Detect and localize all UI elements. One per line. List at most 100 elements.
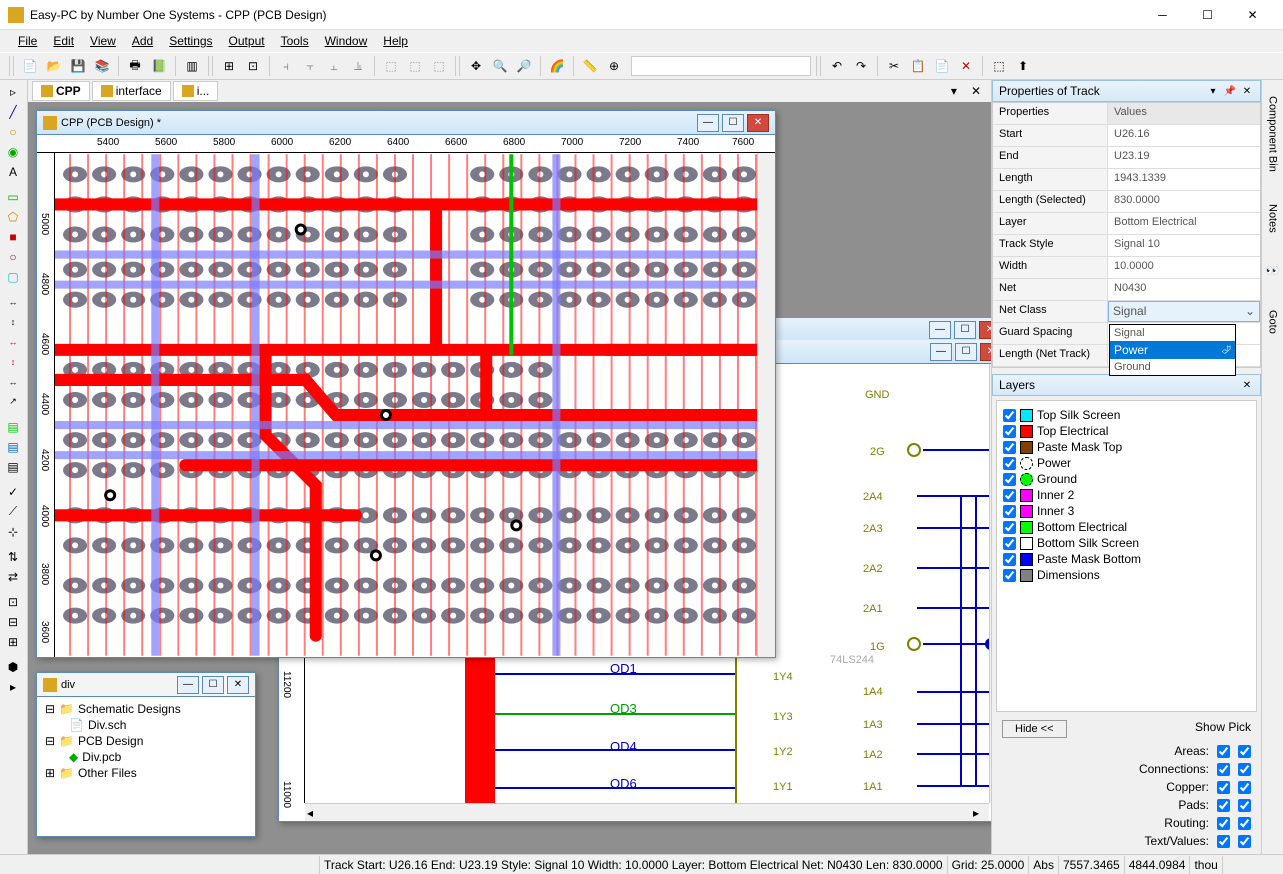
show-checkbox[interactable] (1217, 763, 1230, 776)
color-icon[interactable]: 🌈 (546, 55, 568, 77)
tool-comp-icon[interactable]: ⊡ (2, 592, 24, 611)
tool-select-icon[interactable]: ▹ (2, 82, 24, 101)
tool-drc-icon[interactable]: ✓ (2, 482, 24, 501)
schem-min-button2[interactable]: — (930, 343, 952, 361)
layer-item[interactable]: Top Silk Screen (1003, 407, 1250, 423)
pcb-close-button[interactable]: ✕ (747, 114, 769, 132)
prop-value[interactable]: Bottom Electrical (1108, 213, 1260, 234)
div-min-button[interactable]: — (177, 676, 199, 694)
sidetab-componentbin[interactable]: Component Bin (1265, 90, 1281, 178)
tool-dim5-icon[interactable]: ↔ (2, 372, 24, 391)
tool-net-icon[interactable]: ⊹ (2, 522, 24, 541)
dist2-icon[interactable]: ⬚ (404, 55, 426, 77)
dropdown-item-power[interactable]: Power⮰ (1110, 341, 1235, 359)
layers-close-icon[interactable]: ✕ (1240, 378, 1254, 392)
pick-checkbox[interactable] (1238, 835, 1251, 848)
align-icon[interactable]: ⫞ (275, 55, 297, 77)
pick-checkbox[interactable] (1238, 817, 1251, 830)
layer-checkbox[interactable] (1003, 441, 1016, 454)
netclass-dropdown-list[interactable]: Signal Power⮰ Ground (1109, 324, 1236, 376)
menu-window[interactable]: Window (317, 32, 376, 50)
layer-checkbox[interactable] (1003, 505, 1016, 518)
doctab-dropdown-icon[interactable]: ▾ (945, 84, 963, 98)
dist3-icon[interactable]: ⬚ (428, 55, 450, 77)
doctab-interface[interactable]: interface (92, 81, 171, 101)
tree-node[interactable]: ◆Div.pcb (45, 749, 247, 765)
pick-checkbox[interactable] (1238, 781, 1251, 794)
move-icon[interactable]: ✥ (465, 55, 487, 77)
schem-vscroll[interactable]: ▴▾ (989, 361, 991, 803)
layer-item[interactable]: Inner 3 (1003, 503, 1250, 519)
align2-icon[interactable]: ⫟ (299, 55, 321, 77)
tree-node[interactable]: 📄Div.sch (45, 717, 247, 733)
open-icon[interactable]: 📂 (43, 55, 65, 77)
align3-icon[interactable]: ⫠ (323, 55, 345, 77)
menu-help[interactable]: Help (375, 32, 416, 50)
menu-view[interactable]: View (82, 32, 124, 50)
pcb-vscroll[interactable] (757, 153, 775, 657)
netclass-dropdown[interactable]: Signal⌄ Signal Power⮰ Ground (1108, 301, 1260, 322)
window-icon[interactable]: ▥ (181, 55, 203, 77)
doctab-close-icon[interactable]: ✕ (965, 84, 987, 98)
search-combo[interactable] (631, 56, 811, 76)
show-checkbox[interactable] (1217, 817, 1230, 830)
sidetab-goto-label[interactable]: Goto (1265, 304, 1281, 340)
new-icon[interactable]: 📄 (19, 55, 41, 77)
prop-value[interactable]: Signal 10 (1108, 235, 1260, 256)
tree-node[interactable]: ⊟📁Schematic Designs (45, 701, 247, 717)
layer-checkbox[interactable] (1003, 521, 1016, 534)
layer-checkbox[interactable] (1003, 409, 1016, 422)
doctab-cpp[interactable]: CPP (32, 81, 90, 101)
layer-item[interactable]: Inner 2 (1003, 487, 1250, 503)
tool-layer3-icon[interactable]: ▤ (2, 457, 24, 476)
panel-close-icon[interactable]: ✕ (1240, 84, 1254, 98)
doctab-i[interactable]: i... (173, 81, 219, 101)
show-checkbox[interactable] (1217, 835, 1230, 848)
hide-button[interactable]: Hide << (1002, 720, 1067, 738)
copy-icon[interactable]: 📋 (907, 55, 929, 77)
save-icon[interactable]: 💾 (67, 55, 89, 77)
div-window[interactable]: div — ☐ ✕ ⊟📁Schematic Designs 📄Div.sch ⊟… (36, 672, 256, 837)
layer-item[interactable]: Bottom Silk Screen (1003, 535, 1250, 551)
pcb-canvas[interactable] (55, 153, 757, 657)
pick-icon[interactable]: ⬆ (1012, 55, 1034, 77)
maximize-button[interactable]: ☐ (1185, 0, 1230, 29)
dist1-icon[interactable]: ⬚ (380, 55, 402, 77)
crosshair-icon[interactable]: ⊕ (603, 55, 625, 77)
tool-dim6-icon[interactable]: ↗ (2, 392, 24, 411)
zoomin-icon[interactable]: 🔍 (489, 55, 511, 77)
tool-dim1-icon[interactable]: ↔ (2, 292, 24, 311)
show-checkbox[interactable] (1217, 781, 1230, 794)
layer-item[interactable]: Dimensions (1003, 567, 1250, 583)
menu-settings[interactable]: Settings (161, 32, 220, 50)
menu-tools[interactable]: Tools (273, 32, 317, 50)
minimize-button[interactable]: ─ (1140, 0, 1185, 29)
tool-comp2-icon[interactable]: ⊟ (2, 612, 24, 631)
tool-dim2-icon[interactable]: ↕ (2, 312, 24, 331)
tool-route-icon[interactable]: ⟋ (2, 502, 24, 521)
div-max-button[interactable]: ☐ (202, 676, 224, 694)
grid2-icon[interactable]: ⊡ (242, 55, 264, 77)
tool-pad-icon[interactable]: ○ (2, 122, 24, 141)
show-checkbox[interactable] (1217, 799, 1230, 812)
layer-item[interactable]: Paste Mask Bottom (1003, 551, 1250, 567)
tool-via-icon[interactable]: ◉ (2, 142, 24, 161)
undo-icon[interactable]: ↶ (826, 55, 848, 77)
schem-close-button2[interactable]: ✕ (980, 343, 991, 361)
layer-item[interactable]: Bottom Electrical (1003, 519, 1250, 535)
prop-value[interactable]: U26.16 (1108, 125, 1260, 146)
grid1-icon[interactable]: ⊞ (218, 55, 240, 77)
tool-dim4-icon[interactable]: ↕ (2, 352, 24, 371)
layer-checkbox[interactable] (1003, 425, 1016, 438)
layer-item[interactable]: Power (1003, 455, 1250, 471)
saveall-icon[interactable]: 📚 (91, 55, 113, 77)
tool-comp3-icon[interactable]: ⊞ (2, 632, 24, 651)
layer-checkbox[interactable] (1003, 457, 1016, 470)
layer-checkbox[interactable] (1003, 569, 1016, 582)
pcb-min-button[interactable]: — (697, 114, 719, 132)
schem-max-button[interactable]: ☐ (954, 321, 976, 339)
sidetab-notes[interactable]: Notes (1265, 198, 1281, 239)
delete-icon[interactable]: ✕ (955, 55, 977, 77)
pick-checkbox[interactable] (1238, 763, 1251, 776)
tool-flip-icon[interactable]: ⇄ (2, 567, 24, 586)
